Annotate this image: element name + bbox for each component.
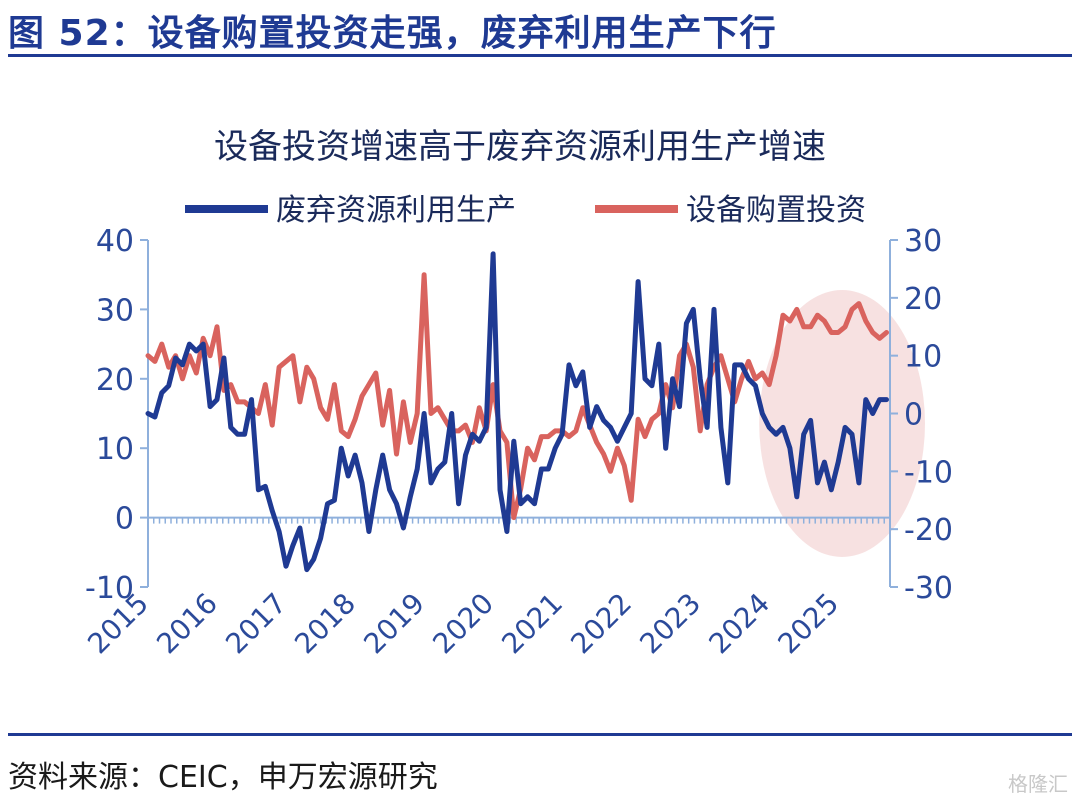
y-right-tick-label: -20 xyxy=(904,513,953,548)
watermark-logo: 格隆汇 xyxy=(1008,772,1068,796)
y-right-tick-label: -10 xyxy=(904,455,953,490)
highlight-layer xyxy=(759,290,926,557)
series-line-blue xyxy=(145,251,889,573)
x-tick-label: 2016 xyxy=(150,587,224,661)
x-tick-label: 2020 xyxy=(426,587,500,661)
line-chart: 设备投资增速高于废弃资源利用生产增速 废弃资源利用生产 设备购置投资 -10 0 1… xyxy=(81,127,953,661)
figure-title: 图 52：设备购置投资走强，废弃利用生产下行 xyxy=(8,13,777,54)
series-layer xyxy=(145,251,889,573)
legend-label-red: 设备购置投资 xyxy=(686,193,866,228)
footer-rule xyxy=(8,733,1072,736)
y-right-tick-label: 30 xyxy=(904,224,942,259)
x-tick-label: 2023 xyxy=(633,587,707,661)
y-left-tick-label: 0 xyxy=(115,502,134,537)
y-left-tick-label: -10 xyxy=(85,571,134,606)
chart-title: 设备投资增速高于废弃资源利用生产增速 xyxy=(214,127,826,167)
x-tick-label: 2022 xyxy=(564,587,638,661)
axes-layer xyxy=(140,239,898,588)
x-tick-label: 2021 xyxy=(495,587,569,661)
x-tick-label: 2019 xyxy=(357,587,431,661)
y-left-tick-label: 40 xyxy=(96,224,134,259)
title-rule xyxy=(8,54,1072,57)
y-right-tick-label: 10 xyxy=(904,340,942,375)
x-tick-label: 2018 xyxy=(288,587,362,661)
y-right-tick-label: 20 xyxy=(904,282,942,317)
legend-label-blue: 废弃资源利用生产 xyxy=(276,193,516,228)
x-tick-label: 2025 xyxy=(771,587,845,661)
y-left-tick-label: 10 xyxy=(96,432,134,467)
legend: 废弃资源利用生产 设备购置投资 xyxy=(185,193,866,228)
x-tick-label: 2017 xyxy=(219,587,293,661)
y-right-tick-label: -30 xyxy=(904,571,953,606)
y-left-tick-label: 30 xyxy=(96,293,134,328)
y-right-tick-label: 0 xyxy=(904,398,923,433)
series-line-red xyxy=(145,272,889,521)
highlight-ellipse xyxy=(759,290,926,557)
x-tick-label: 2024 xyxy=(702,587,776,661)
y-left-tick-label: 20 xyxy=(96,363,134,398)
source-note: 资料来源：CEIC，申万宏源研究 xyxy=(8,760,438,795)
